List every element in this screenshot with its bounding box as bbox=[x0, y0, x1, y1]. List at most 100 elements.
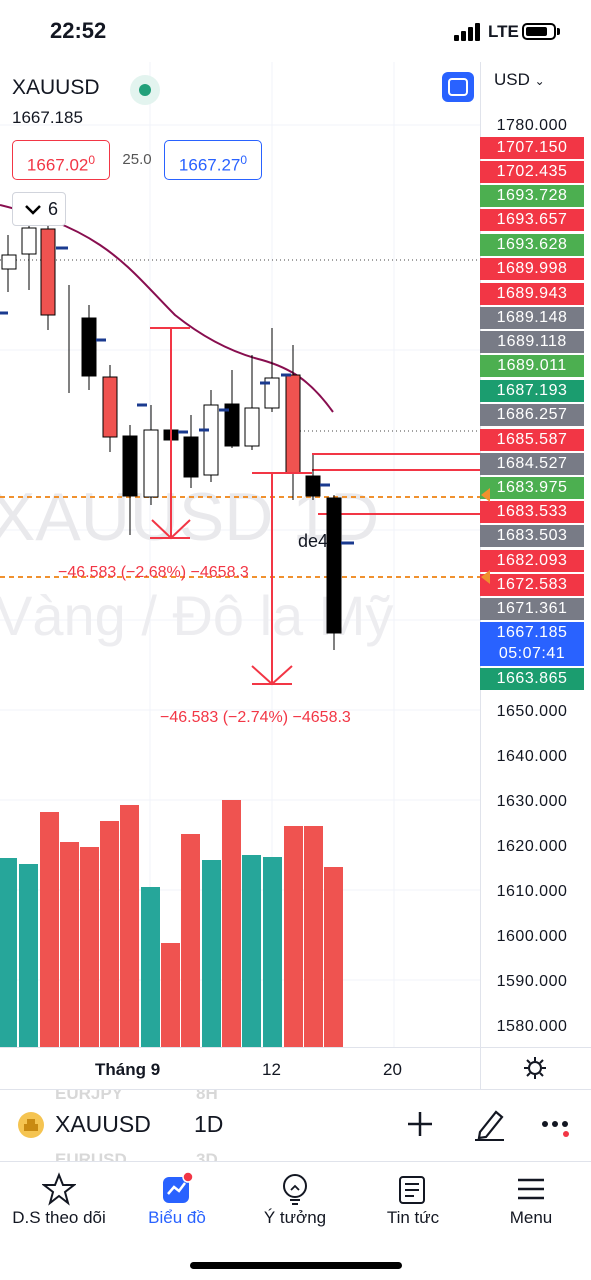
price-tick: 1620.000 bbox=[496, 838, 568, 855]
price-tag: 1707.150 bbox=[480, 137, 584, 159]
lightbulb-icon bbox=[283, 1174, 307, 1205]
price-tag: 1672.583 bbox=[480, 574, 584, 596]
alert-marker bbox=[481, 488, 490, 502]
volume-bar bbox=[202, 860, 221, 1047]
drawing-tools-button[interactable] bbox=[472, 1106, 506, 1142]
battery-tip bbox=[557, 28, 560, 35]
price-tag: 1689.943 bbox=[480, 283, 584, 305]
tab-label: Ý tưởng bbox=[263, 1208, 327, 1227]
price-tick: 1580.000 bbox=[496, 1018, 568, 1035]
tab-watchlist[interactable]: D.S theo dõi bbox=[0, 1168, 118, 1238]
price-tag: 1689.011 bbox=[480, 355, 584, 377]
indicator-toggle-button[interactable]: 6 bbox=[12, 192, 66, 226]
time-label: Tháng 9 bbox=[95, 1060, 161, 1079]
time-axis[interactable]: Tháng 9 12 20 bbox=[0, 1047, 591, 1089]
price-tag: 1686.257 bbox=[480, 404, 584, 426]
candles bbox=[1, 215, 342, 650]
price-tag: 1702.435 bbox=[480, 161, 584, 183]
price-tick: 1640.000 bbox=[496, 748, 568, 765]
price-tick: 1610.000 bbox=[496, 883, 568, 900]
fullscreen-icon bbox=[448, 78, 468, 96]
volume-bar bbox=[40, 812, 59, 1047]
tab-menu[interactable]: Menu bbox=[472, 1168, 590, 1238]
volume-bar bbox=[284, 826, 303, 1047]
currency-selector[interactable]: USD ⌄ bbox=[494, 70, 545, 90]
alert-marker bbox=[481, 570, 490, 584]
pen-icon bbox=[475, 1110, 504, 1141]
ghost-interval: 8H bbox=[196, 1089, 218, 1103]
annotation-label: de4 bbox=[298, 531, 328, 551]
buy-price: 1667.27 bbox=[178, 155, 241, 175]
battery-icon bbox=[522, 23, 556, 40]
current-price-tag: 1667.185 05:07:41 bbox=[480, 622, 584, 666]
settings-icon[interactable] bbox=[523, 1056, 547, 1080]
ghost-symbol: EURUSD bbox=[55, 1150, 127, 1161]
horizontal-rays bbox=[312, 453, 480, 515]
fullscreen-button[interactable] bbox=[442, 72, 474, 102]
ghost-interval: 3D bbox=[196, 1150, 218, 1161]
price-tick: 1630.000 bbox=[496, 793, 568, 810]
symbol-selector[interactable]: XAUUSD bbox=[55, 1111, 151, 1137]
tab-bar bbox=[0, 1161, 591, 1280]
home-indicator bbox=[190, 1262, 402, 1269]
volume-bar bbox=[141, 887, 160, 1047]
current-price: 1667.185 bbox=[496, 624, 568, 641]
volume-bar bbox=[120, 805, 139, 1047]
volume-bars bbox=[0, 800, 343, 1047]
tab-ideas[interactable]: Ý tưởng bbox=[236, 1168, 354, 1238]
network-type: LTE bbox=[488, 22, 519, 41]
tab-label: Menu bbox=[509, 1208, 553, 1227]
spread-value: 25.0 bbox=[122, 151, 152, 168]
tab-news[interactable]: Tin tức bbox=[354, 1168, 472, 1238]
moving-average-line bbox=[0, 204, 334, 413]
chevron-down-icon bbox=[25, 205, 41, 215]
volume-bar bbox=[304, 826, 323, 1047]
volume-bar bbox=[19, 864, 38, 1047]
price-tag: 1685.587 bbox=[480, 429, 584, 451]
plus-icon bbox=[408, 1112, 432, 1136]
chart-icon bbox=[163, 1172, 194, 1203]
volume-bar bbox=[0, 858, 17, 1047]
volume-bar bbox=[263, 857, 282, 1047]
buy-button[interactable]: 1667.270 bbox=[164, 140, 262, 180]
price-tag: 1687.193 bbox=[480, 380, 584, 402]
price-tag: 1689.998 bbox=[480, 258, 584, 280]
sell-button[interactable]: 1667.020 bbox=[12, 140, 110, 180]
more-button[interactable] bbox=[540, 1112, 574, 1138]
menu-icon bbox=[518, 1178, 544, 1200]
level-marks-blue bbox=[0, 246, 354, 545]
axis-divider bbox=[480, 1047, 481, 1089]
interval-selector[interactable]: 1D bbox=[194, 1111, 224, 1137]
time-label: 20 bbox=[383, 1060, 402, 1079]
volume-bar bbox=[242, 855, 261, 1047]
price-tag: 1693.628 bbox=[480, 234, 584, 256]
price-tag: 1693.657 bbox=[480, 209, 584, 231]
chart-canvas[interactable]: XAUUSD 1D Vàng / Đô la Mỹ bbox=[0, 62, 480, 1047]
volume-bar bbox=[60, 842, 79, 1047]
add-button[interactable] bbox=[404, 1108, 436, 1140]
volume-bar bbox=[100, 821, 119, 1047]
price-tag: 1683.533 bbox=[480, 501, 584, 523]
price-tag: 1684.527 bbox=[480, 453, 584, 475]
chevron-down-icon: ⌄ bbox=[534, 74, 545, 88]
measure-label-1: −46.583 (−2.68%) −4658.3 bbox=[58, 564, 249, 581]
price-tag: 1671.361 bbox=[480, 598, 584, 620]
price-tick: 1780.000 bbox=[496, 117, 568, 134]
volume-bar bbox=[222, 800, 241, 1047]
measure-tool-2 bbox=[251, 472, 312, 686]
last-price: 1667.185 bbox=[12, 108, 83, 127]
time-label: 12 bbox=[262, 1060, 281, 1079]
chart-symbol-title[interactable]: XAUUSD bbox=[12, 76, 100, 99]
symbol-bar: EURJPY 8H EURUSD 3D bbox=[0, 1089, 591, 1161]
tab-label: Biểu đồ bbox=[148, 1208, 206, 1227]
star-icon bbox=[42, 1172, 76, 1206]
price-tag: 1689.148 bbox=[480, 307, 584, 329]
price-tick: 1650.000 bbox=[496, 703, 568, 720]
price-tick: 1590.000 bbox=[496, 973, 568, 990]
ghost-symbol: EURJPY bbox=[55, 1089, 124, 1103]
price-tag: 1683.503 bbox=[480, 525, 584, 547]
tab-chart[interactable]: Biểu đồ bbox=[118, 1168, 236, 1238]
price-tag: 1682.093 bbox=[480, 550, 584, 572]
price-tick: 1600.000 bbox=[496, 928, 568, 945]
signal-icon bbox=[454, 23, 482, 41]
